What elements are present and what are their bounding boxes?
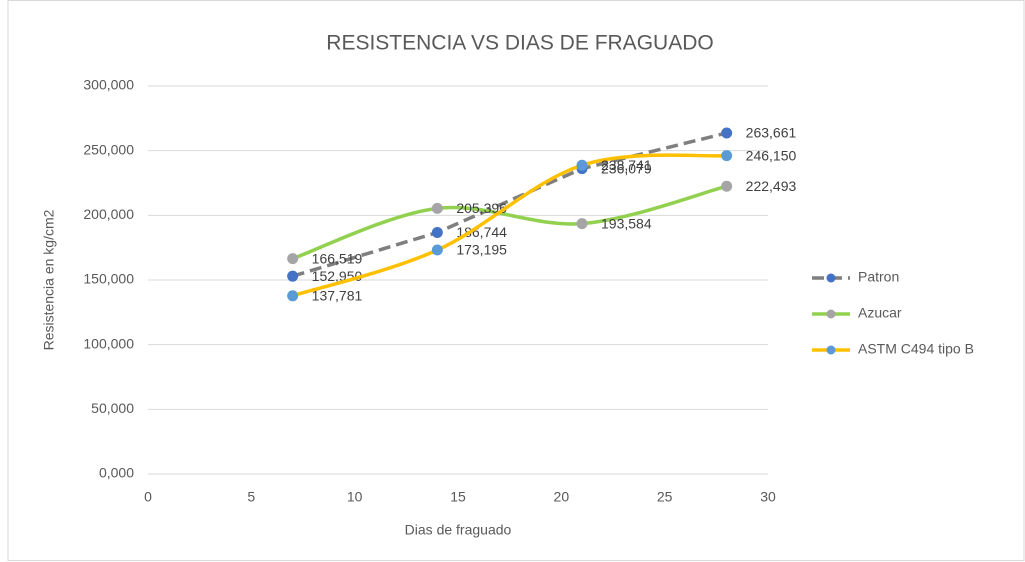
data-point: [287, 290, 299, 302]
data-point: [721, 127, 733, 139]
data-point: [431, 226, 443, 238]
y-tick-label: 250,000: [83, 141, 134, 157]
data-point: [576, 159, 588, 171]
legend-marker: [826, 309, 836, 319]
y-tick-label: 100,000: [83, 335, 134, 351]
x-tick-label: 0: [144, 489, 152, 505]
data-point: [721, 150, 733, 162]
data-label: 166,519: [312, 250, 363, 266]
data-label: 186,744: [456, 224, 507, 240]
data-label: 205,396: [456, 200, 507, 216]
data-point: [721, 180, 733, 192]
data-label: 246,150: [746, 147, 797, 163]
y-tick-label: 0,000: [99, 465, 134, 481]
legend-marker: [826, 273, 836, 283]
chart-title: RESISTENCIA VS DIAS DE FRAGUADO: [326, 32, 713, 55]
x-tick-label: 25: [657, 489, 673, 505]
data-point: [431, 244, 443, 256]
x-tick-label: 10: [347, 489, 363, 505]
data-label: 236,079: [601, 160, 652, 176]
data-point: [287, 270, 299, 282]
legend-label: ASTM C494 tipo B: [858, 341, 974, 357]
series-line: [292, 184, 728, 261]
legend-marker: [826, 345, 836, 355]
data-label: 193,584: [601, 215, 652, 231]
y-tick-label: 150,000: [83, 271, 134, 287]
data-point: [431, 202, 443, 214]
data-point: [287, 253, 299, 265]
data-label: 238,741: [601, 157, 652, 173]
legend-label: Azucar: [858, 305, 902, 321]
x-tick-label: 20: [554, 489, 570, 505]
data-label: 173,195: [456, 242, 507, 258]
series-line: [292, 131, 728, 278]
data-label: 222,493: [746, 178, 797, 194]
x-tick-label: 15: [450, 489, 466, 505]
y-axis-label: Resistencia en kg/cm2: [41, 209, 57, 350]
data-label: 137,781: [312, 288, 363, 304]
y-tick-label: 50,000: [91, 400, 134, 416]
series-line: [292, 153, 727, 298]
legend-label: Patron: [858, 269, 899, 285]
x-tick-label: 5: [247, 489, 255, 505]
data-point: [576, 218, 588, 230]
x-axis-label: Dias de fraguado: [405, 522, 512, 538]
y-tick-label: 200,000: [83, 206, 134, 222]
y-tick-label: 300,000: [83, 77, 134, 93]
data-label: 152,950: [312, 268, 363, 284]
data-label: 263,661: [746, 125, 797, 141]
x-tick-label: 30: [760, 489, 776, 505]
